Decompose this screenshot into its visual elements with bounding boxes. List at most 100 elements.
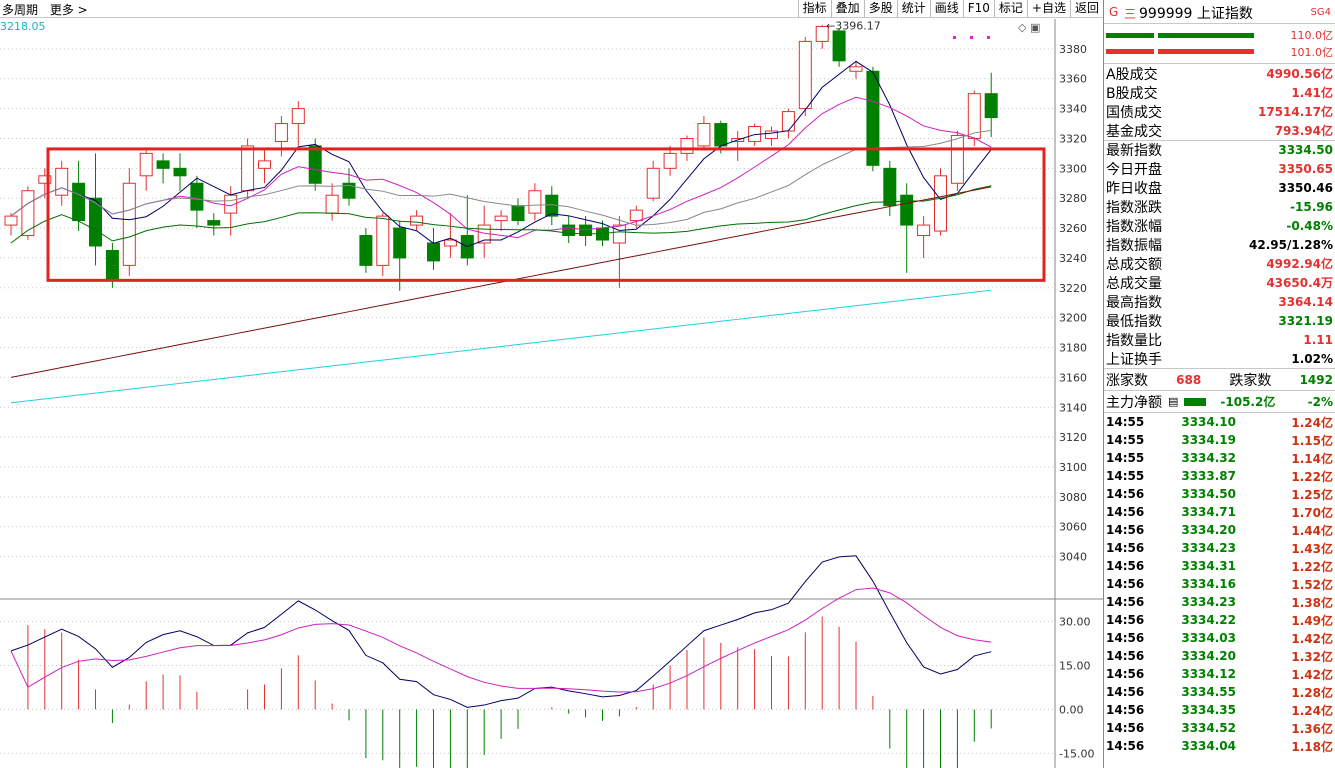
macd-tick-label: 30.00: [1059, 616, 1091, 629]
diamond-icon[interactable]: ◇: [1018, 21, 1027, 34]
tick-price: 3334.55: [1181, 685, 1236, 699]
candle-body: [511, 205, 525, 222]
candle-body: [866, 70, 880, 166]
tick-price: 3334.12: [1181, 667, 1236, 681]
g-mark: G: [1109, 5, 1119, 19]
stat-row: 总成交量 43650.4万: [1104, 273, 1335, 292]
tick-amount: 1.49亿: [1291, 613, 1333, 628]
candle-body: [21, 190, 35, 237]
y-tick-label: 3040: [1059, 551, 1087, 564]
tick-row: 14:56 3334.22 1.49亿: [1104, 611, 1335, 629]
candle-body: [55, 167, 69, 196]
y-tick-label: 3360: [1059, 73, 1087, 86]
period-button[interactable]: 多周期: [2, 3, 39, 17]
candle-body: [274, 123, 288, 142]
tick-list[interactable]: 14:55 3334.10 1.24亿 14:55 3334.19 1.15亿 14:55 3…: [1104, 412, 1335, 755]
tick-row: 14:56 3334.16 1.52亿: [1104, 575, 1335, 593]
tick-time: 14:56: [1106, 631, 1145, 645]
candle-body: [427, 242, 440, 262]
stat-label: 最低指数: [1106, 313, 1162, 330]
toolbar-button-7[interactable]: +自选: [1026, 0, 1070, 18]
toolbar-button-3[interactable]: 统计: [896, 0, 930, 18]
y-tick-label: 3100: [1059, 461, 1087, 474]
chart-controls: ◇ ▣: [1018, 21, 1040, 34]
candle-body: [528, 190, 542, 214]
candle-body: [646, 167, 660, 199]
candle-body: [714, 123, 728, 147]
index-title: 999999 上证指数: [1139, 3, 1253, 23]
volume-bar-1-label: 110.0亿: [1290, 29, 1334, 42]
toolbar-button-5[interactable]: F10: [962, 0, 994, 18]
stat-label: 指数振幅: [1106, 237, 1162, 254]
tick-time: 14:56: [1106, 559, 1145, 573]
candle-body: [376, 215, 390, 266]
stat-row: 最高指数 3364.14: [1104, 292, 1335, 311]
candle-body: [359, 235, 373, 266]
stat-label: 国债成交: [1106, 104, 1162, 121]
marker-dot: [970, 36, 973, 39]
main-force-value: -105.2亿: [1220, 395, 1276, 409]
toolbar-button-6[interactable]: 标记: [993, 0, 1027, 18]
stat-value: -0.48%: [1286, 218, 1333, 233]
tick-time: 14:56: [1106, 739, 1145, 753]
candle-body: [291, 108, 305, 125]
stat-row: 基金成交 793.94亿: [1104, 121, 1335, 140]
tick-price: 3334.31: [1181, 559, 1236, 573]
tick-row: 14:56 3334.20 1.44亿: [1104, 521, 1335, 539]
up-count-label: 涨家数: [1106, 372, 1148, 389]
stat-value: 1.11: [1303, 332, 1333, 347]
tick-price: 3333.87: [1181, 469, 1236, 483]
tick-time: 14:56: [1106, 505, 1145, 519]
more-button[interactable]: 更多 >: [49, 3, 88, 17]
candle-body: [798, 40, 812, 110]
tick-price: 3334.52: [1181, 721, 1236, 735]
tick-time: 14:56: [1106, 577, 1145, 591]
toolbar-button-1[interactable]: 叠加: [830, 0, 864, 18]
tick-amount: 1.25亿: [1291, 487, 1333, 502]
y-tick-label: 3240: [1059, 252, 1087, 265]
stat-label: 指数量比: [1106, 332, 1162, 349]
tick-price: 3334.23: [1181, 595, 1236, 609]
panel-toggle-icon[interactable]: ▣: [1029, 21, 1041, 34]
kline-chart[interactable]: 3380 3360 3340 3320 3300 3280 3260 3240 3220 3200…: [0, 19, 1103, 768]
y-tick-label: 3340: [1059, 103, 1087, 116]
stats-list: A股成交 4990.56亿 B股成交 1.41亿 国债成交 17514.17亿 基金成交 79…: [1104, 64, 1335, 368]
stat-row: 指数涨跌 -15.96: [1104, 197, 1335, 216]
tick-time: 14:56: [1106, 667, 1145, 681]
candle-body: [849, 66, 863, 72]
tick-row: 14:56 3334.20 1.32亿: [1104, 647, 1335, 665]
candle-body: [4, 215, 18, 226]
tick-amount: 1.44亿: [1291, 523, 1333, 538]
tick-time: 14:56: [1106, 613, 1145, 627]
stat-label: 基金成交: [1106, 123, 1162, 140]
sg-label: SG4: [1310, 7, 1331, 18]
candle-body: [562, 224, 576, 237]
cursor-value: 3218.05: [0, 20, 46, 33]
candle-body: [342, 182, 356, 199]
macd-tick-label: -15.00: [1059, 747, 1094, 760]
main-force-pct: -2%: [1307, 394, 1333, 409]
candle-body: [308, 145, 322, 184]
candle-body: [494, 215, 508, 222]
stat-value: 793.94亿: [1274, 124, 1333, 138]
ma20-line: [10, 129, 992, 226]
tick-time: 14:56: [1106, 595, 1145, 609]
toolbar-button-0[interactable]: 指标: [797, 0, 831, 18]
menu-icon[interactable]: 三: [1124, 7, 1137, 21]
tick-price: 3334.20: [1181, 523, 1236, 537]
toolbar-button-2[interactable]: 多股: [863, 0, 897, 18]
tick-time: 14:56: [1106, 703, 1145, 717]
tick-time: 14:56: [1106, 685, 1145, 699]
y-tick-label: 3260: [1059, 222, 1087, 235]
toolbar-button-4[interactable]: 画线: [929, 0, 963, 18]
stat-value: -15.96: [1290, 199, 1333, 214]
stat-label: 昨日收盘: [1106, 180, 1162, 197]
toolbar-button-8[interactable]: 返回: [1069, 0, 1103, 18]
tick-row: 14:56 3334.12 1.42亿: [1104, 665, 1335, 683]
ma120-line: [10, 289, 992, 404]
stat-value: 4992.94亿: [1266, 257, 1333, 271]
macd-tick-label: 15.00: [1059, 660, 1091, 673]
list-icon[interactable]: ▤: [1168, 395, 1179, 408]
tick-amount: 1.28亿: [1291, 685, 1333, 700]
tick-price: 3334.23: [1181, 541, 1236, 555]
